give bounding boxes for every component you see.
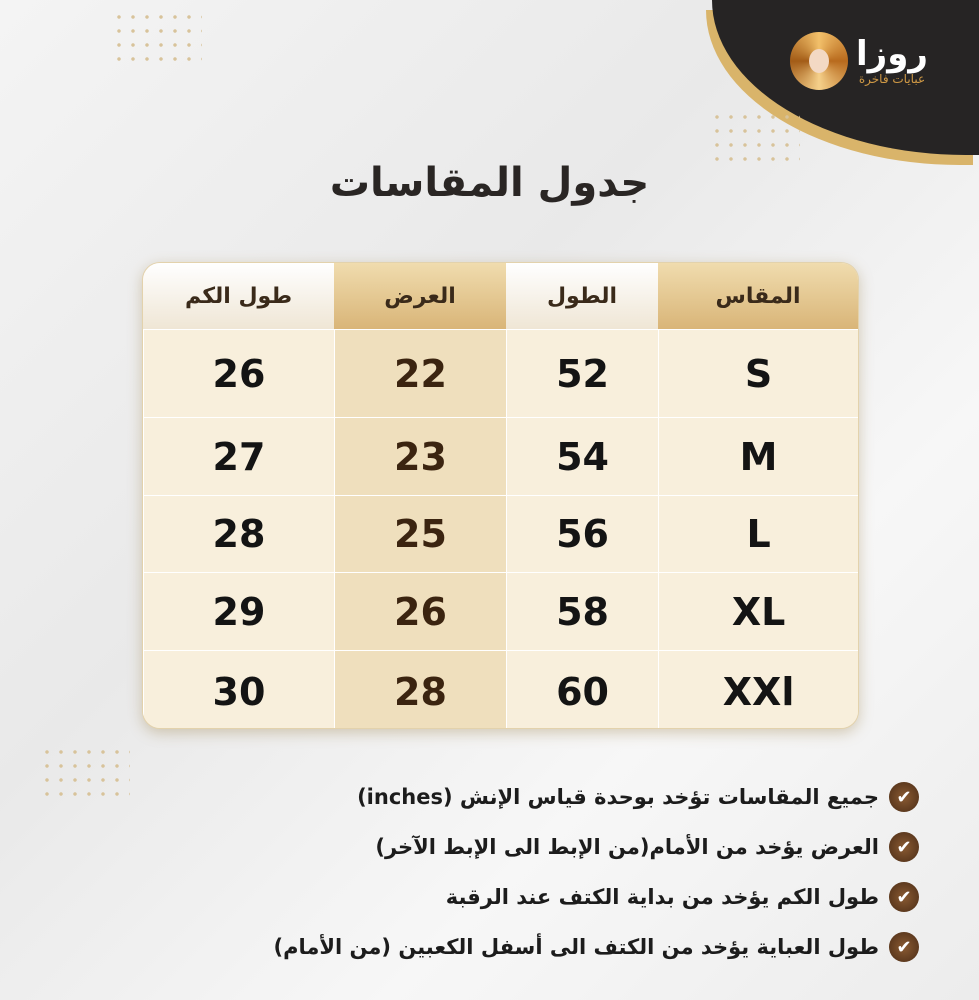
table-cell: M: [658, 418, 858, 495]
table-row: L 56 25 28: [143, 496, 858, 573]
table-row: XL 58 26 29: [143, 573, 858, 651]
table-row: S 52 22 26: [143, 330, 858, 418]
table-cell: 27: [143, 418, 334, 495]
note-text: العرض يؤخد من الأمام(من الإبط الى الإبط …: [375, 835, 879, 859]
note-item: ✔ طول العباية يؤخد من الكتف الى أسفل الكع…: [273, 922, 919, 972]
note-text: جميع المقاسات تؤخد بوحدة قياس الإنش (inc…: [357, 785, 879, 809]
table-cell: 22: [333, 330, 506, 417]
brand-name: روزا: [856, 34, 928, 74]
header-width: العرض: [334, 263, 506, 329]
table-cell: 26: [333, 573, 506, 650]
table-cell: XL: [658, 573, 858, 650]
table-cell: 23: [333, 418, 506, 495]
notes-list: ✔ جميع المقاسات تؤخد بوحدة قياس الإنش (in…: [273, 772, 919, 972]
size-table: المقاس الطول العرض طول الكم S 52 22 26 M 54 23…: [142, 262, 859, 729]
brand-tagline: عبايات فاخرة: [858, 72, 926, 86]
table-row: M 54 23 27: [143, 418, 858, 496]
header-size: المقاس: [658, 263, 858, 329]
table-body: S 52 22 26 M 54 23 27 L 56 25 28 XL 58 26 29 XXl 60 28 30: [143, 330, 858, 728]
check-icon: ✔: [889, 832, 919, 862]
table-header-row: المقاس الطول العرض طول الكم: [143, 263, 858, 330]
note-item: ✔ جميع المقاسات تؤخد بوحدة قياس الإنش (in…: [273, 772, 919, 822]
table-cell: 58: [505, 573, 659, 650]
table-cell: XXl: [658, 651, 858, 728]
header-sleeve: طول الكم: [143, 263, 334, 329]
note-item: ✔ العرض يؤخد من الأمام(من الإبط الى الإبط…: [273, 822, 919, 872]
table-cell: 30: [143, 651, 334, 728]
logo-emblem-icon: [790, 32, 848, 90]
header-length: الطول: [506, 263, 658, 329]
table-cell: 54: [505, 418, 659, 495]
table-cell: 28: [333, 651, 506, 728]
table-cell: L: [658, 496, 858, 572]
table-cell: 56: [505, 496, 659, 572]
table-cell: 52: [505, 330, 659, 417]
table-cell: 25: [333, 496, 506, 572]
check-icon: ✔: [889, 882, 919, 912]
note-text: طول العباية يؤخد من الكتف الى أسفل الكعب…: [273, 935, 879, 959]
table-cell: 28: [143, 496, 334, 572]
brand-logo: روزا عبايات فاخرة: [790, 32, 928, 90]
page-title: جدول المقاسات: [329, 160, 650, 206]
table-cell: 26: [143, 330, 334, 417]
dot-pattern: [710, 110, 800, 170]
note-item: ✔ طول الكم يؤخد من بداية الكتف عند الرقبة: [273, 872, 919, 922]
dot-pattern: [112, 10, 202, 70]
table-cell: 29: [143, 573, 334, 650]
table-row: XXl 60 28 30: [143, 651, 858, 728]
table-cell: 60: [505, 651, 659, 728]
check-icon: ✔: [889, 782, 919, 812]
note-text: طول الكم يؤخد من بداية الكتف عند الرقبة: [445, 885, 879, 909]
table-cell: S: [658, 330, 858, 417]
check-icon: ✔: [889, 932, 919, 962]
dot-pattern: [40, 745, 130, 805]
